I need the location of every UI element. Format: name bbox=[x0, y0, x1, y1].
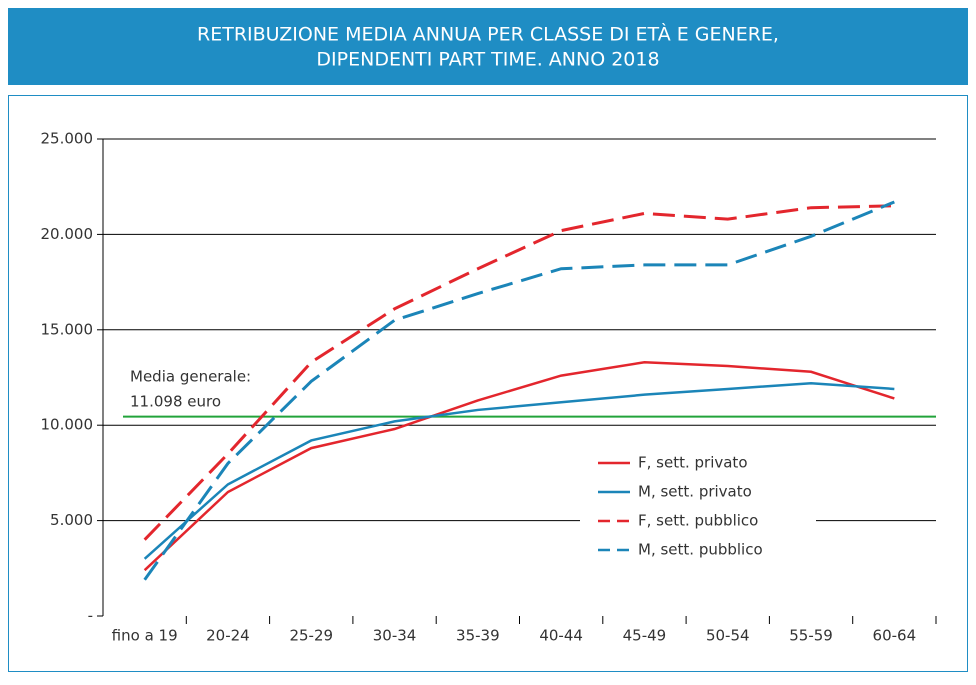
legend-label: M, sett. pubblico bbox=[638, 541, 763, 559]
legend-box bbox=[580, 449, 816, 565]
x-tick-label: 55-59 bbox=[789, 627, 833, 645]
annotation: 11.098 euro bbox=[130, 393, 221, 411]
x-tick-label: fino a 19 bbox=[112, 627, 178, 645]
annotation: Media generale: bbox=[130, 368, 251, 386]
y-tick-label: 10.000 bbox=[41, 416, 94, 434]
chart-title: RETRIBUZIONE MEDIA ANNUA PER CLASSE DI E… bbox=[197, 23, 779, 46]
chart-title: DIPENDENTI PART TIME. ANNO 2018 bbox=[316, 49, 659, 71]
x-tick-label: 30-34 bbox=[373, 627, 417, 645]
x-tick-label: 40-44 bbox=[539, 627, 583, 645]
x-tick-label: 50-54 bbox=[706, 627, 750, 645]
series-line bbox=[143, 204, 895, 541]
legend-label: F, sett. pubblico bbox=[638, 512, 758, 530]
x-tick-label: 45-49 bbox=[623, 627, 667, 645]
legend-label: M, sett. privato bbox=[638, 483, 752, 501]
legend-label: F, sett. privato bbox=[638, 454, 748, 472]
x-tick-label: 25-29 bbox=[289, 627, 333, 645]
x-tick-label: 35-39 bbox=[456, 627, 500, 645]
y-tick-label: 20.000 bbox=[41, 225, 94, 243]
panel-border bbox=[8, 95, 968, 672]
y-tick-label: - bbox=[88, 607, 93, 625]
y-tick-label: 5.000 bbox=[50, 511, 93, 529]
y-tick-label: 25.000 bbox=[41, 130, 94, 148]
series-line bbox=[143, 381, 895, 560]
y-tick-label: 15.000 bbox=[41, 320, 94, 338]
x-tick-label: 60-64 bbox=[873, 627, 917, 645]
title-banner bbox=[8, 8, 968, 85]
x-tick-label: 20-24 bbox=[206, 627, 250, 645]
series-line bbox=[143, 200, 895, 581]
series-line bbox=[143, 360, 895, 572]
